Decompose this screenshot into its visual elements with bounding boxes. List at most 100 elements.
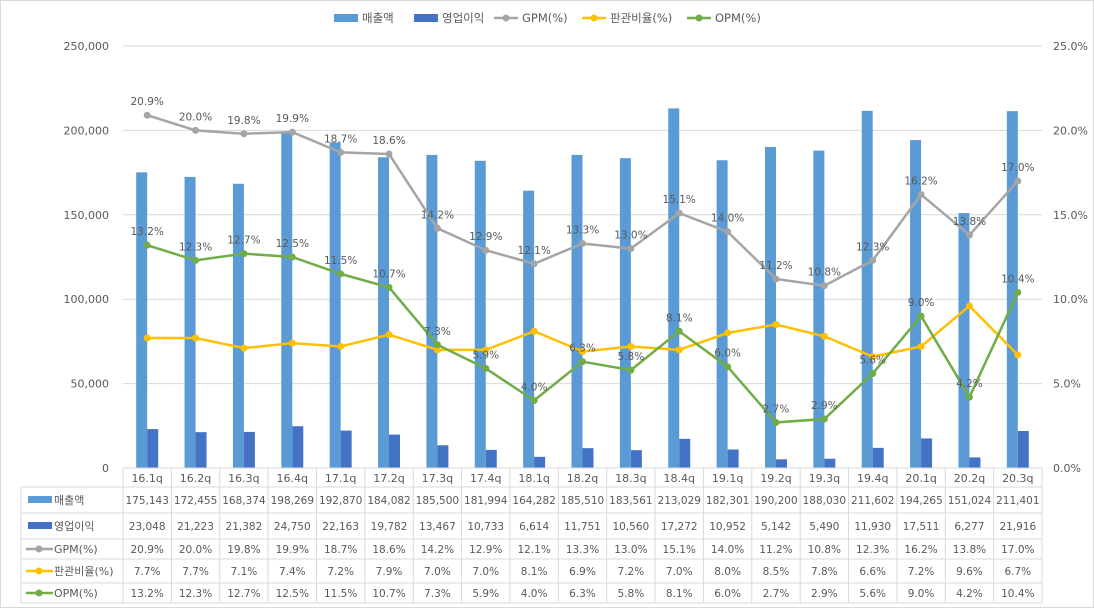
category-label: 19.2q <box>760 472 791 485</box>
table-row-label: OPM(%) <box>54 587 98 600</box>
point-label: 2.9% <box>811 400 838 412</box>
table-cell: 18.7% <box>324 544 357 556</box>
right-axis-tick-label: 25.0% <box>1053 40 1088 53</box>
series-point-3 <box>627 342 635 350</box>
series-point-2 <box>675 209 683 217</box>
left-axis-tick-label: 150,000 <box>64 209 110 222</box>
series-point-4 <box>772 418 780 426</box>
point-label: 4.0% <box>521 381 548 393</box>
table-cell: 24,750 <box>274 521 311 533</box>
table-cell: 10,560 <box>612 521 649 533</box>
point-label: 14.0% <box>711 213 744 225</box>
bar-operating-profit <box>679 438 691 468</box>
legend-label: OPM(%) <box>715 11 761 25</box>
left-axis-tick-label: 0 <box>102 462 109 475</box>
bar-revenue <box>378 157 390 468</box>
bar-revenue <box>813 150 825 469</box>
point-label: 12.5% <box>276 238 309 250</box>
table-cell: 21,382 <box>226 521 263 533</box>
table-cell: 7.2% <box>618 566 645 578</box>
point-label: 7.3% <box>424 326 451 338</box>
table-cell: 183,561 <box>609 495 652 507</box>
table-cell: 12.3% <box>856 544 889 556</box>
series-point-4 <box>965 393 973 401</box>
point-label: 5.9% <box>472 349 499 361</box>
series-point-4 <box>917 312 925 320</box>
series-point-3 <box>772 321 780 329</box>
point-label: 6.3% <box>569 343 596 355</box>
series-point-2 <box>337 148 345 156</box>
series-point-2 <box>965 231 973 239</box>
table-cell: 18.6% <box>372 544 405 556</box>
table-cell: 14.2% <box>421 544 454 556</box>
legend-item: OPM(%) <box>687 11 761 25</box>
legend-item: 매출액 <box>334 11 394 25</box>
category-label: 20.1q <box>905 472 936 485</box>
series-point-3 <box>579 348 586 356</box>
series-point-4 <box>579 358 586 366</box>
bar-operating-profit <box>437 445 449 468</box>
bar-operating-profit <box>243 431 255 468</box>
series-point-3 <box>724 329 732 337</box>
bar-operating-profit <box>195 432 207 468</box>
table-cell: 8.1% <box>521 566 548 578</box>
right-axis-tick-label: 15.0% <box>1053 209 1088 222</box>
series-point-2 <box>724 228 732 236</box>
point-label: 17.0% <box>1001 162 1034 174</box>
series-point-3 <box>917 342 925 350</box>
table-legend-swatch <box>28 496 52 503</box>
series-point-2 <box>143 111 151 119</box>
legend-marker <box>695 14 703 22</box>
series-point-3 <box>965 302 973 310</box>
category-label: 20.2q <box>954 472 985 485</box>
table-cell: 5,142 <box>761 521 791 533</box>
table-cell: 5.9% <box>472 588 499 600</box>
bar-revenue <box>232 183 244 469</box>
table-cell: 4.2% <box>956 588 983 600</box>
table-cell: 21,223 <box>177 521 214 533</box>
series-point-2 <box>385 150 393 158</box>
table-cell: 8.1% <box>666 588 693 600</box>
bar-operating-profit <box>727 449 739 468</box>
table-cell: 21,916 <box>999 521 1036 533</box>
table-cell: 7.3% <box>424 588 451 600</box>
table-cell: 2.7% <box>763 588 790 600</box>
table-cell: 12.1% <box>517 544 550 556</box>
table-cell: 7.0% <box>424 566 451 578</box>
category-label: 19.4q <box>857 472 888 485</box>
series-point-3 <box>385 331 393 339</box>
bar-operating-profit <box>1017 431 1029 468</box>
table-cell: 16.2% <box>904 544 937 556</box>
category-label: 17.2q <box>373 472 404 485</box>
point-label: 10.4% <box>1001 273 1034 285</box>
category-label: 16.1q <box>131 472 162 485</box>
table-cell: 7.7% <box>134 566 161 578</box>
table-cell: 19,782 <box>371 521 408 533</box>
series-point-2 <box>482 246 490 254</box>
table-cell: 175,143 <box>125 495 168 507</box>
table-cell: 6.7% <box>1004 566 1031 578</box>
table-cell: 12.5% <box>276 588 309 600</box>
bar-revenue <box>523 190 535 468</box>
point-label: 5.6% <box>859 354 886 366</box>
legend-label: 매출액 <box>362 11 394 25</box>
legend-item: 판관비율(%) <box>582 11 672 25</box>
table-cell: 6.6% <box>859 566 886 578</box>
point-label: 18.6% <box>372 135 405 147</box>
category-label: 17.1q <box>325 472 356 485</box>
left-axis-tick-label: 200,000 <box>64 124 110 137</box>
bar-operating-profit <box>921 438 933 468</box>
series-point-2 <box>433 224 441 232</box>
bar-operating-profit <box>340 430 352 468</box>
legend-swatch <box>334 14 358 22</box>
table-cell: 7.2% <box>327 566 354 578</box>
table-cell: 194,265 <box>899 495 942 507</box>
table-cell: 11,930 <box>854 521 891 533</box>
legend-label: 영업이익 <box>442 11 484 25</box>
series-point-4 <box>530 396 538 404</box>
table-cell: 10.7% <box>372 588 405 600</box>
table-cell: 11.2% <box>759 544 792 556</box>
series-point-2 <box>772 275 780 283</box>
